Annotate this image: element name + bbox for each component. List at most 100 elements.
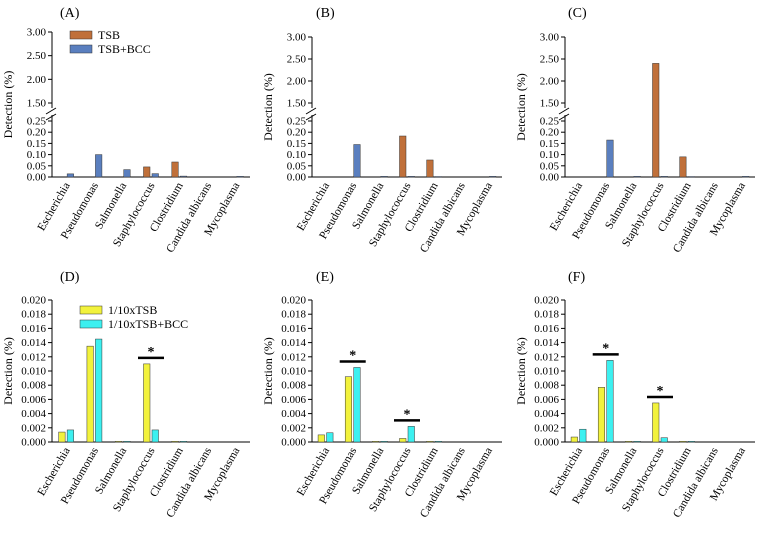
y-tick-label: 0.25: [27, 116, 47, 128]
y-tick-label: 0.000: [534, 437, 559, 449]
bar-1-10xtsb-bcc-clostridium: [180, 441, 188, 443]
bar-1-10xtsb-pseudomonas: [597, 387, 605, 443]
bar-1-10xtsb-salmonella: [114, 441, 122, 443]
bar-1-10xtsb-staphylococcus: [143, 363, 151, 443]
y-tick-label: 0.15: [540, 138, 560, 150]
y-tick-label: 0.020: [21, 295, 46, 307]
y-tick-label: 0.018: [281, 309, 306, 321]
axis-break-mark: [305, 107, 317, 115]
bar-1-10xtsb-clostridium: [171, 441, 179, 443]
y-tick-label: 3.00: [287, 32, 307, 44]
y-tick-label: 1.50: [287, 98, 307, 110]
y-tick-label: 2.00: [287, 76, 307, 88]
y-tick-label: 0.20: [27, 127, 47, 139]
y-tick-label: 1.50: [27, 98, 47, 110]
bar-tsb-bcc-pseudomonas: [353, 144, 361, 178]
legend-swatch: [69, 30, 93, 40]
y-tick-label: 0.016: [534, 323, 559, 335]
bar-1-10xtsb-staphylococcus: [399, 438, 407, 443]
bar-1-10xtsb-escherichia: [570, 436, 578, 443]
y-axis-title: Detection (%): [1, 71, 15, 139]
y-tick-label: 0.008: [21, 380, 46, 392]
panel-label: (E): [316, 270, 334, 285]
y-tick-label: 0.010: [281, 366, 306, 378]
panel-label: (A): [60, 6, 80, 21]
bar-tsb-staphylococcus: [399, 135, 407, 178]
y-tick-label: 0.002: [534, 422, 559, 434]
bar-tsb-bcc-pseudomonas: [606, 139, 614, 178]
y-tick-label: 0.006: [281, 394, 306, 406]
y-tick-label: 2.00: [27, 74, 47, 86]
bar-1-10xtsb-salmonella: [372, 441, 380, 443]
panel-label: (F): [568, 270, 585, 285]
y-tick-label: 2.50: [27, 50, 47, 62]
bar-1-10xtsb-bcc-pseudomonas: [353, 367, 361, 443]
bar-tsb-bcc-salmonella: [633, 176, 641, 178]
y-tick-label: 0.00: [27, 172, 47, 184]
y-tick-label: 2.50: [287, 54, 307, 66]
bar-tsb-clostridium: [426, 159, 434, 178]
bar-tsb-bcc-staphylococcus: [151, 173, 159, 178]
legend-label: TSB+BCC: [98, 42, 151, 56]
bar-tsb-bcc-escherichia: [66, 173, 74, 178]
bar-tsb-bcc-mycoplasma: [742, 176, 750, 178]
y-axis-title: Detection (%): [261, 337, 275, 405]
significance-star: *: [349, 348, 356, 363]
bar-tsb-bcc-staphylococcus: [407, 176, 415, 178]
y-tick-label: 1.50: [540, 98, 560, 110]
bar-tsb-bcc-mycoplasma: [489, 176, 497, 178]
y-tick-label: 0.008: [534, 380, 559, 392]
y-axis-title: Detection (%): [514, 337, 528, 405]
bar-tsb-bcc-salmonella: [123, 169, 131, 178]
y-tick-label: 2.00: [540, 76, 560, 88]
bar-1-10xtsb-bcc-staphylococcus: [660, 437, 668, 443]
bar-1-10xtsb-bcc-pseudomonas: [95, 338, 103, 443]
y-tick-label: 0.002: [281, 422, 306, 434]
y-tick-label: 3.00: [27, 27, 47, 39]
y-tick-label: 0.010: [21, 366, 46, 378]
legend-label: 1/10xTSB+BCC: [108, 317, 188, 331]
panel-c: (C) 0.000.050.100.150.200.25 1.50 2.00 2.50 3…: [514, 6, 755, 255]
significance-star: *: [602, 341, 609, 356]
axis-break-mark: [558, 107, 570, 115]
y-tick-label: 0.00: [540, 172, 560, 184]
bar-1-10xtsb-escherichia: [58, 431, 66, 443]
bar-tsb-staphylococcus: [652, 63, 660, 178]
y-tick-label: 0.00: [287, 172, 307, 184]
y-tick-label: 0.004: [534, 408, 559, 420]
panel-d: (D) 0.000 0.002 0.004 0.006 0.008 0.010 0.012 0.…: [1, 270, 250, 520]
bar-1-10xtsb-bcc-staphylococcus: [407, 426, 415, 443]
y-tick-label: 0.05: [540, 160, 560, 172]
bar-tsb-clostridium: [171, 161, 179, 178]
y-tick-label: 0.010: [534, 366, 559, 378]
panel-a: (A) 0.000.050.100.150.200.25 1.50 2.00 2.50 3…: [1, 6, 250, 255]
bar-1-10xtsb-salmonella: [625, 441, 633, 443]
bar-1-10xtsb-bcc-escherichia: [579, 428, 587, 443]
panel-b: (B) 0.000.050.100.150.200.25 1.50 2.00 2.50 3…: [261, 6, 502, 255]
y-tick-label: 0.020: [534, 295, 559, 307]
y-tick-label: 0.002: [21, 422, 46, 434]
y-tick-label: 0.006: [21, 394, 46, 406]
axis-break-mark: [558, 113, 570, 121]
y-tick-label: 0.012: [281, 351, 306, 363]
axis-break-mark: [305, 113, 317, 121]
bar-1-10xtsb-escherichia: [317, 434, 325, 443]
y-tick-label: 0.25: [287, 116, 307, 128]
y-tick-label: 0.016: [21, 323, 46, 335]
y-tick-label: 0.15: [287, 138, 307, 150]
y-tick-label: 0.15: [27, 138, 47, 150]
y-tick-label: 0.000: [281, 437, 306, 449]
bar-1-10xtsb-bcc-escherichia: [66, 429, 74, 443]
bar-1-10xtsb-bcc-staphylococcus: [151, 429, 159, 443]
y-tick-label: 0.25: [540, 116, 560, 128]
bar-tsb-bcc-clostridium: [687, 176, 695, 178]
bar-tsb-bcc-mycoplasma: [236, 176, 244, 178]
bar-1-10xtsb-bcc-clostridium: [434, 441, 442, 443]
legend-swatch: [79, 319, 103, 329]
bar-1-10xtsb-staphylococcus: [652, 402, 660, 443]
bar-tsb-bcc-pseudomonas: [95, 154, 103, 178]
y-axis-title: Detection (%): [261, 73, 275, 141]
bar-1-10xtsb-bcc-pseudomonas: [606, 360, 614, 443]
bar-1-10xtsb-bcc-clostridium: [687, 441, 695, 443]
